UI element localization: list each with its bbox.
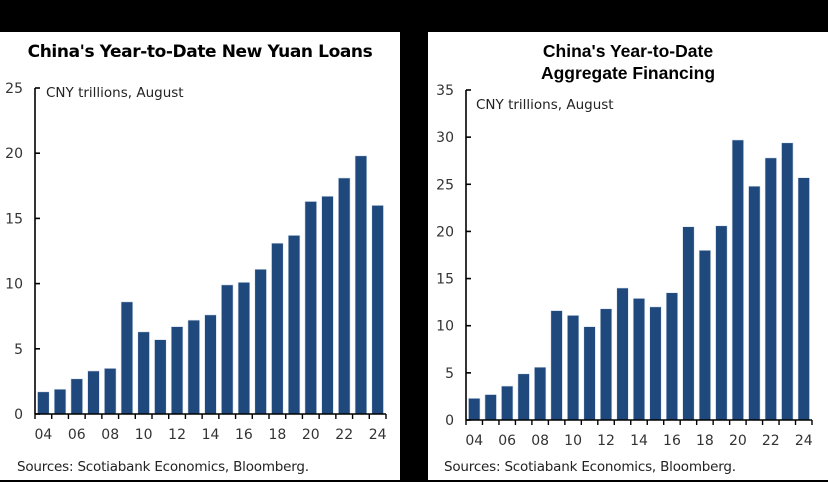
y-tick-label: 35 [436,83,454,99]
chart-title: China's Year-to-Date New Yuan Loans [27,42,373,62]
bar-06: 06: 2.7 [70,378,83,415]
source-note: Sources: Scotiabank Economics, Bloomberg… [444,459,736,475]
source-note: Sources: Scotiabank Economics, Bloomberg… [17,459,309,475]
x-tick-label: 16 [235,427,253,443]
bar-16: 16: 13.5 [665,292,679,421]
bar-05: 05: 1.9 [53,388,67,415]
bar-07: 07: 4.9 [517,373,530,421]
y-tick-label: 15 [5,211,23,227]
bar-22: 22: 18.1 [338,177,351,415]
x-tick-label: 16 [663,433,681,449]
bar-chart-new-yuan-loans: 04: 1.705: 1.906: 2.7 07: 3.3 08: 3.509: 8… [5,81,387,443]
x-tick-label: 06 [68,427,86,443]
bar-23: 23: 19.8 [354,155,368,415]
x-tick-label: 22 [335,427,353,443]
bar-06: 06: 3.6 [501,385,514,421]
bar-22: 22: 27.8 [764,157,777,421]
y-tick-label: 0 [14,407,23,423]
bar-14: 14: 7.6 [204,314,217,415]
y-tick-label: 5 [14,342,23,358]
bar-07: 07: 3.3 [87,370,100,415]
bar-18: 18: 13.1 [271,242,284,415]
x-tick-label: 12 [597,433,615,449]
bar-09: 09: 8.6 [120,301,134,415]
x-tick-label: 18 [696,433,714,449]
bar-15: 15: 9.9 [221,284,234,415]
x-tick-label: 24 [369,427,387,443]
units-annotation: CNY trillions, August [46,85,184,101]
bar-12: 12: 6.7 [170,326,184,415]
bar-09: 09: 11.6 [550,310,563,421]
x-tick-label: 18 [268,427,286,443]
bar-21: 21: 24.8 [748,185,761,421]
bar-18: 18: 18 [698,249,711,421]
bar-19: 19: 13.7 [287,235,301,415]
bar-21: 21: 16.7 [321,195,334,415]
bar-23: 23: 29.4 [781,142,794,421]
x-tick-label: 08 [101,427,119,443]
units-annotation: CNY trillions, August [476,97,614,113]
x-tick-label: 24 [795,433,813,449]
y-tick-label: 25 [5,81,23,97]
bar-05: 05: 2.7 [484,394,497,421]
x-tick-label: 14 [202,427,220,443]
bar-19: 19: 20.6 [715,225,728,421]
bar-20: 20: 16.3 [304,201,317,415]
x-tick-label: 10 [135,427,153,443]
y-tick-label: 15 [436,272,454,288]
x-tick-label: 14 [630,433,648,449]
x-tick-label: 04 [465,433,483,449]
x-tick-label: 20 [729,433,747,449]
x-tick-label: 10 [564,433,582,449]
y-tick-label: 25 [436,177,454,193]
bar-11: 11: 9.9 [583,326,596,421]
bar-11: 11: 5.7 [154,339,167,415]
bar-04: 04: 2.3 [468,398,481,421]
bar-24: 24: 16 [371,205,384,415]
x-tick-label: 08 [531,433,549,449]
bar-10: 10: 6.3 [137,331,150,415]
chart-title: China's Year-to-Date Aggregate Financing [428,40,828,84]
x-tick-label: 22 [762,433,780,449]
aggregate-financing-chart-panel: China's Year-to-Date Aggregate Financing… [428,32,828,480]
bar-12: 12: 11.8 [599,308,613,421]
bar-chart-aggregate-financing: 04: 2.305: 2.7 06: 3.607: 4.9 08: 5.609: 1… [436,83,813,449]
y-tick-label: 10 [436,319,454,335]
x-tick-label: 20 [302,427,320,443]
bar-13: 13: 14 [616,287,629,421]
bar-14: 14: 12.9 [632,298,646,421]
y-tick-label: 30 [436,130,454,146]
y-tick-label: 0 [445,413,454,429]
x-tick-label: 04 [34,427,52,443]
x-tick-label: 06 [498,433,516,449]
bar-20: 20: 29.7 [731,139,744,421]
bar-13: 13: 7.2 [187,319,200,415]
y-tick-label: 20 [5,146,23,162]
bar-17: 17: 11.1 [254,268,267,415]
bar-08: 08: 3.5 [104,368,117,415]
chart-title-line-2: Aggregate Financing [540,63,716,83]
bar-24: 24: 25.7 [797,177,810,421]
new-yuan-loans-chart-panel: China's Year-to-Date New Yuan Loans 04: … [0,32,400,480]
x-tick-label: 12 [168,427,186,443]
y-tick-label: 5 [445,366,454,382]
bar-15: 15: 12 [649,306,662,421]
y-tick-label: 10 [5,277,23,293]
chart-title-line-1: China's Year-to-Date [542,41,714,61]
bar-10: 10: 11.1 [567,315,580,421]
bar-04: 04: 1.7 [37,391,50,415]
bar-17: 17: 20.5 [682,226,695,421]
bar-08: 08: 5.6 [534,366,547,421]
y-tick-label: 20 [436,224,454,240]
bar-16: 16: 10.1 [237,281,251,415]
